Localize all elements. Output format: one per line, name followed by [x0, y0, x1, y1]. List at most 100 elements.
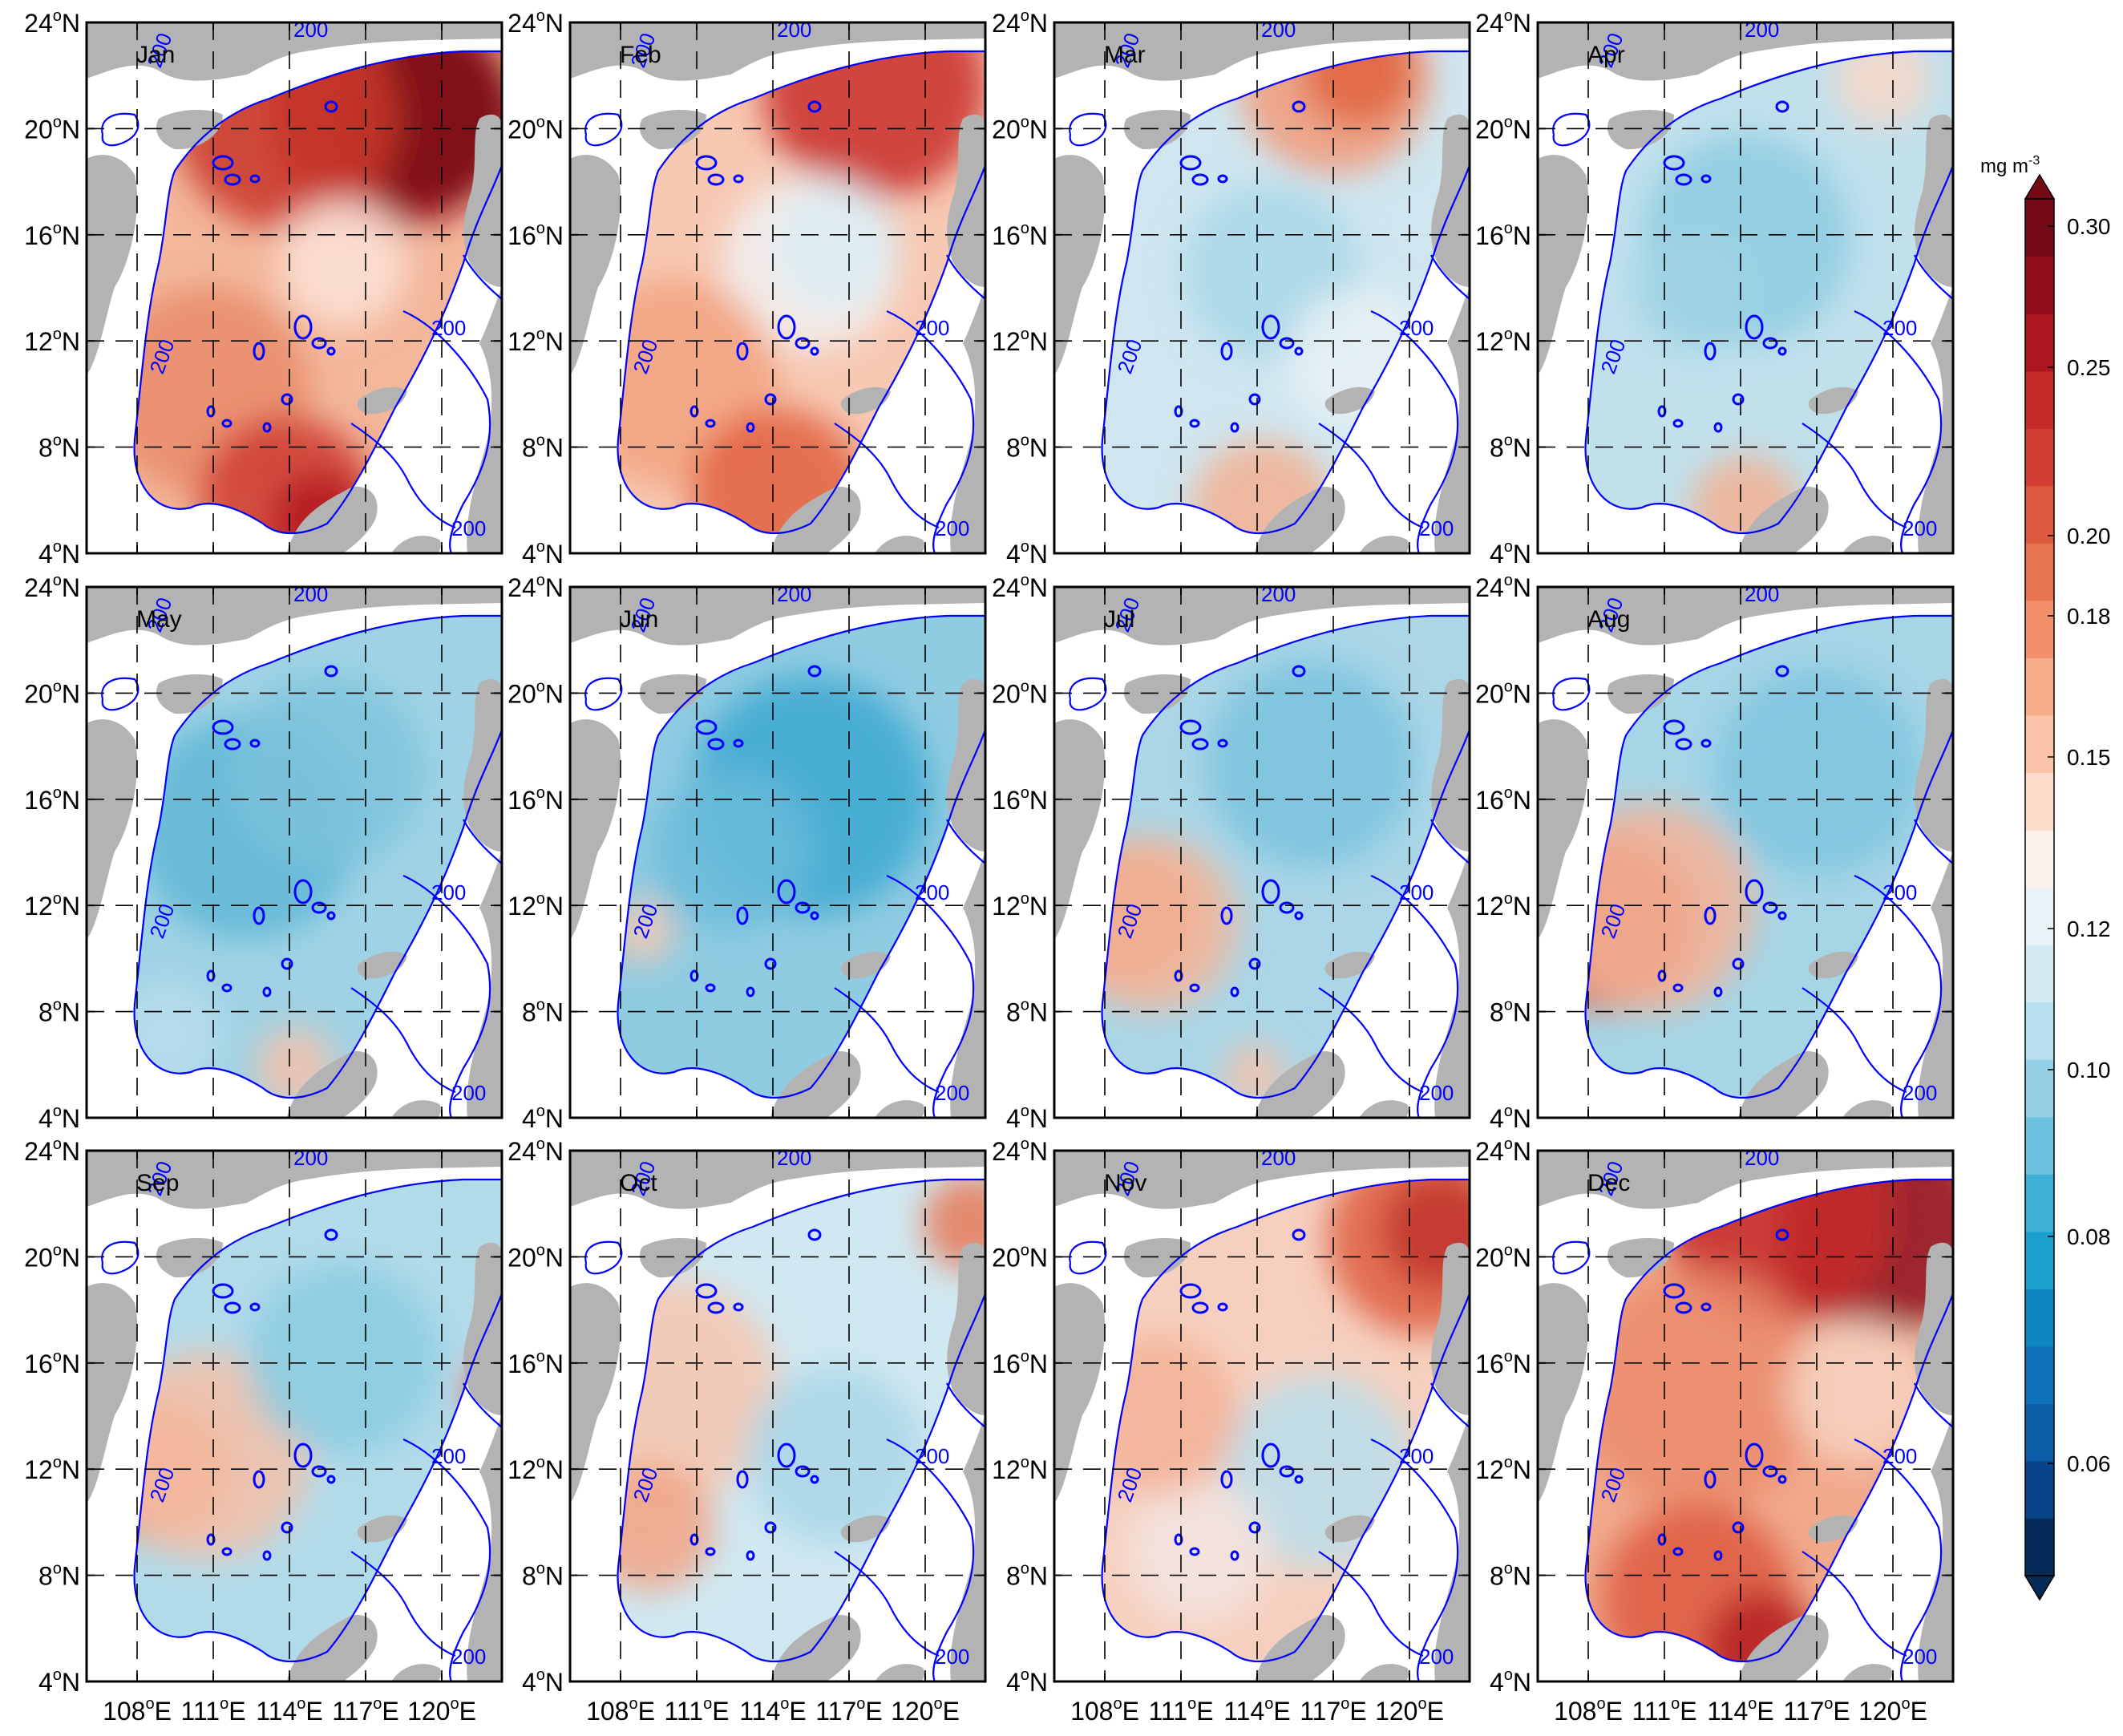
- reef-contour: [733, 739, 744, 748]
- colorbar-tick-label: 0.20: [2067, 524, 2111, 548]
- reef-contour: [1189, 983, 1200, 993]
- reef-contour: [1745, 314, 1764, 340]
- reef-contour: [293, 1443, 313, 1468]
- contour-label: 200: [293, 582, 328, 606]
- contour-label: 200: [1745, 582, 1779, 606]
- panel-frame: [1536, 1149, 1955, 1683]
- y-tick-label: 4oN: [1490, 538, 1531, 569]
- land-mass: [1123, 1237, 1191, 1278]
- land-mass: [1607, 109, 1674, 150]
- isobath-contour: [584, 112, 623, 147]
- month-label: May: [136, 606, 182, 633]
- contour-label: 200: [1419, 516, 1454, 540]
- reef-contour: [1775, 1228, 1789, 1241]
- y-tick-label: 8oN: [38, 432, 80, 463]
- contour-label: 200: [1399, 1444, 1434, 1468]
- reef-contour: [807, 100, 822, 113]
- map-panel-sep: 200200200200200Sep24oN20oN16oN12oN8oN4oN…: [24, 1135, 503, 1726]
- panel-frame: [85, 21, 503, 555]
- isobath-contour: [1552, 112, 1591, 147]
- y-tick-label: 20oN: [24, 113, 80, 144]
- colorbar-tick-label: 0.30: [2067, 214, 2111, 239]
- colorbar-unit: mg m-3: [1980, 154, 2040, 177]
- reef-contour: [1775, 665, 1789, 678]
- land-mass: [1538, 155, 1589, 376]
- reef-contour: [807, 665, 822, 678]
- contour-label: 200: [935, 516, 969, 540]
- reef-contour: [1713, 1550, 1723, 1561]
- y-tick-label: 24oN: [507, 572, 564, 602]
- isobath-contour: [1430, 819, 1470, 864]
- land-mass: [467, 852, 502, 1118]
- land-mass: [570, 587, 985, 645]
- reef-contour: [249, 174, 261, 184]
- reef-contour: [1657, 405, 1667, 418]
- reef-contour: [707, 1301, 725, 1314]
- y-tick-label: 24oN: [1475, 572, 1531, 602]
- isobath-contour: [834, 423, 940, 529]
- y-tick-label: 12oN: [24, 326, 80, 356]
- colorbar-swatch: [2025, 829, 2054, 888]
- land-mass: [1538, 22, 1953, 81]
- y-tick-label: 8oN: [522, 997, 564, 1027]
- reef-contour: [1248, 393, 1261, 406]
- reef-contour: [1745, 1443, 1764, 1468]
- land-mass: [770, 1615, 861, 1681]
- reef-contour: [707, 738, 725, 751]
- land-mass: [770, 487, 861, 553]
- colorbar-max-extension: [2024, 173, 2056, 200]
- y-tick-label: 8oN: [1490, 432, 1531, 463]
- reef-contour: [1220, 906, 1233, 925]
- y-tick-label: 8oN: [1490, 1560, 1531, 1591]
- contour-label: 200: [1419, 1645, 1454, 1669]
- land-mass: [87, 155, 138, 376]
- x-tick-label: 117oE: [1300, 1695, 1366, 1726]
- colorbar-tick-label: 0.25: [2067, 355, 2111, 380]
- contour-label: 200: [451, 516, 486, 540]
- land-mass: [1431, 678, 1470, 852]
- reef-contour: [705, 419, 716, 428]
- y-tick-label: 24oN: [992, 1135, 1048, 1166]
- reef-contour: [311, 901, 327, 914]
- land-mass: [1842, 1664, 1893, 1681]
- land-mass: [1359, 1664, 1409, 1681]
- reef-contour: [1732, 1521, 1745, 1534]
- reef-contour: [795, 337, 811, 350]
- y-tick-label: 8oN: [1490, 997, 1531, 1027]
- land-mass: [467, 1415, 502, 1681]
- colorbar-swatch: [2025, 1002, 2054, 1060]
- reef-contour: [764, 957, 777, 970]
- land-mass: [570, 719, 621, 940]
- land-mass: [391, 536, 442, 553]
- y-tick-label: 12oN: [507, 890, 564, 921]
- reef-contour: [705, 983, 716, 993]
- chlorophyll-field: [1102, 616, 1470, 1099]
- reef-contour: [224, 1301, 241, 1314]
- panel-frame: [1053, 21, 1471, 555]
- land-mass: [950, 287, 985, 553]
- land-mass: [570, 1151, 985, 1209]
- contour-label: 200: [915, 1444, 949, 1468]
- month-label: Dec: [1587, 1170, 1630, 1196]
- contour-label: 200: [431, 880, 466, 904]
- land-mass: [1054, 1283, 1106, 1503]
- land-mass: [1054, 1151, 1470, 1209]
- reef-contour: [293, 879, 313, 904]
- reef-contour: [206, 969, 216, 982]
- land-mass: [287, 1615, 378, 1681]
- isobath-contour: [1914, 1382, 1953, 1428]
- isobath-contour: [101, 1240, 140, 1275]
- contour-label: 200: [431, 1444, 466, 1468]
- colorbar: 0.30 0.25 0.20 0.18 0.15 0.12 0.10 0.08 0.06 mg m…: [1980, 154, 2111, 1601]
- land-mass: [87, 1151, 502, 1209]
- y-tick-label: 4oN: [522, 1666, 564, 1697]
- reef-contour: [733, 174, 744, 184]
- contour-label: 200: [915, 880, 949, 904]
- month-label: Apr: [1587, 42, 1625, 68]
- reef-contour: [293, 314, 313, 340]
- x-tick-label: 108oE: [1070, 1695, 1139, 1726]
- isobath-contour: [133, 1178, 502, 1663]
- isobath-contour: [1318, 987, 1424, 1094]
- reef-contour: [1248, 957, 1261, 970]
- isobath-contour: [1069, 112, 1107, 147]
